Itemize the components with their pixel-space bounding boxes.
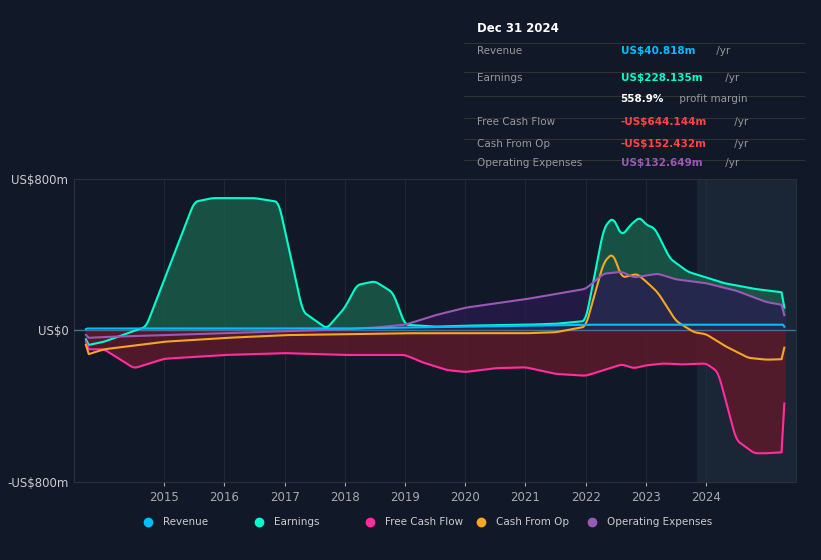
Text: US$228.135m: US$228.135m [621,73,702,83]
Text: US$40.818m: US$40.818m [621,46,695,57]
Bar [697,179,796,482]
Text: Operating Expenses: Operating Expenses [607,517,712,527]
Text: -US$644.144m: -US$644.144m [621,116,707,127]
Text: 558.9%: 558.9% [621,94,664,104]
Text: Revenue: Revenue [478,46,523,57]
Text: Revenue: Revenue [163,517,209,527]
Text: Free Cash Flow: Free Cash Flow [478,116,556,127]
Text: Cash From Op: Cash From Op [496,517,569,527]
Text: /yr: /yr [722,73,739,83]
Text: /yr: /yr [713,46,730,57]
Text: /yr: /yr [731,139,748,149]
Text: Free Cash Flow: Free Cash Flow [385,517,463,527]
Text: /yr: /yr [722,158,739,168]
Text: US$132.649m: US$132.649m [621,158,702,168]
Text: /yr: /yr [731,116,748,127]
Text: Earnings: Earnings [274,517,319,527]
Text: -US$152.432m: -US$152.432m [621,139,707,149]
Text: Operating Expenses: Operating Expenses [478,158,583,168]
Text: Earnings: Earnings [478,73,523,83]
Text: profit margin: profit margin [676,94,747,104]
Text: Cash From Op: Cash From Op [478,139,551,149]
Text: Dec 31 2024: Dec 31 2024 [478,22,559,35]
